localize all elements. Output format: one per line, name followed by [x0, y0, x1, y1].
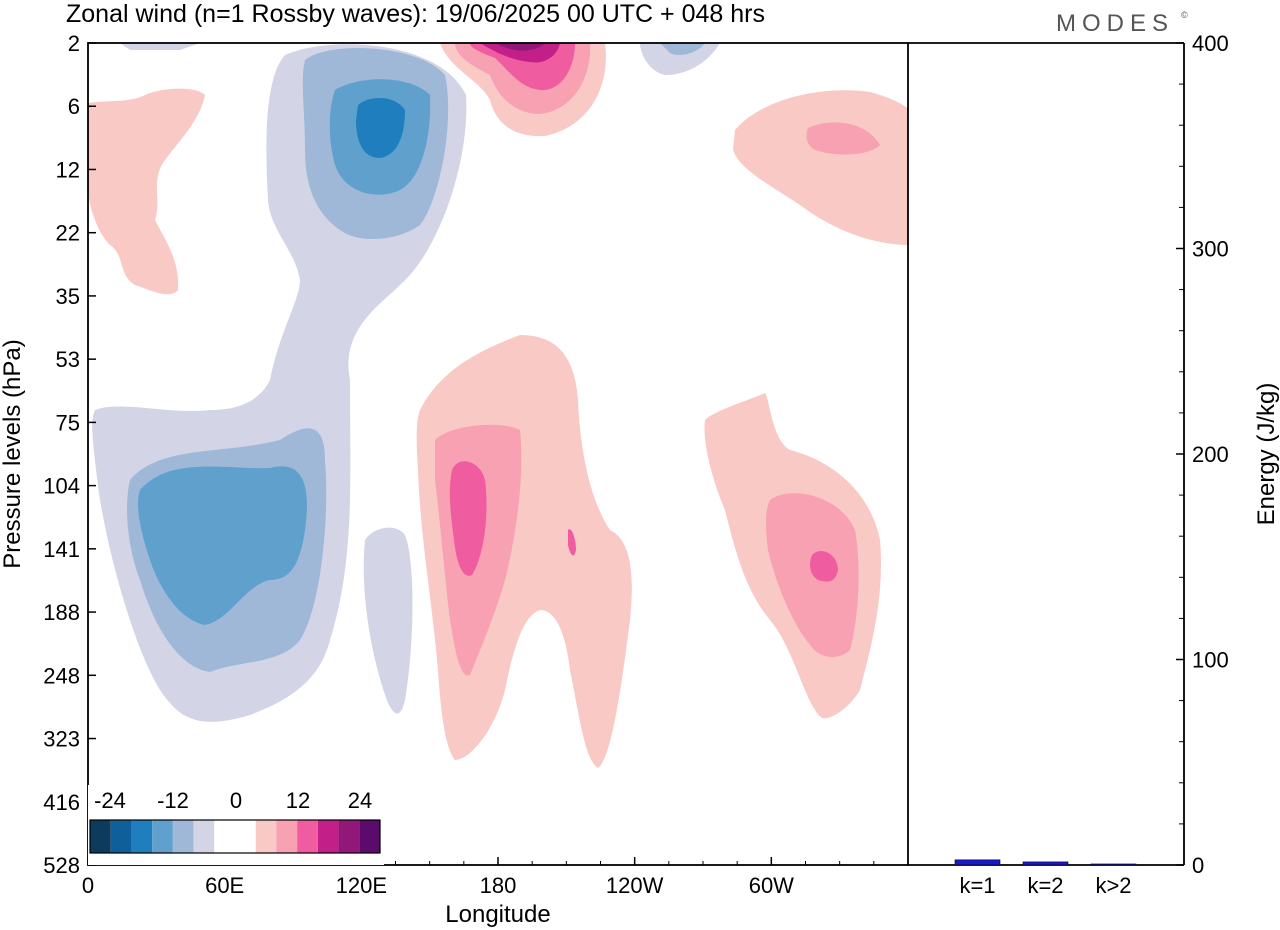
contour-fill-minus-6-top-right	[660, 43, 705, 55]
energy-bar-label: k=1	[959, 873, 995, 898]
y-axis: 2 6 12 22 35 53 75 104 141 188 248 323 416 528	[43, 31, 96, 878]
y-tick-label: 35	[56, 284, 80, 309]
positive-anomaly-upper-west	[88, 88, 205, 295]
y-tick-label: 248	[43, 663, 80, 688]
y-tick-label: 323	[43, 727, 80, 752]
modes-logo-mark: ©	[1181, 10, 1188, 20]
colorbar-swatch	[110, 820, 132, 853]
colorbar-swatch	[90, 820, 111, 853]
colorbar-swatch	[317, 820, 339, 853]
positive-anomaly-upper-east	[733, 90, 908, 245]
colorbar-swatch	[152, 820, 173, 853]
positive-anomaly-lower-east-pacific	[704, 393, 881, 719]
colorbar-swatch	[255, 820, 277, 853]
x-axis-label: Longitude	[445, 901, 550, 928]
y-tick-label: 104	[43, 474, 80, 499]
y-tick-label: 12	[56, 157, 80, 182]
energy-tick-label: 300	[1192, 237, 1229, 262]
contour-fill-plus-12-top	[480, 43, 560, 63]
contour-fill-plus-9-east	[810, 550, 838, 582]
x-axis: 0 60E 120E 180 120W 60W	[82, 857, 875, 898]
colorbar-label: -12	[157, 788, 189, 813]
energy-tick-label: 0	[1192, 853, 1204, 878]
contour-fill-minus-9-lower	[138, 466, 307, 625]
chart-title: Zonal wind (n=1 Rossby waves): 19/06/202…	[66, 0, 765, 28]
x-tick-label: 180	[480, 873, 517, 898]
energy-bar	[1022, 861, 1069, 866]
energy-bar-label: k=2	[1027, 873, 1063, 898]
colorbar-swatch	[214, 820, 235, 853]
energy-tick-label: 100	[1192, 648, 1229, 673]
energy-tick-label: 200	[1192, 442, 1229, 467]
y-tick-label: 528	[43, 853, 80, 878]
contour-fill-plus-6-upper-east	[806, 122, 880, 155]
colorbar-label: 0	[230, 788, 242, 813]
colorbar-legend: -24 -12 0 12 24	[88, 785, 384, 865]
colorbar-frame	[89, 819, 381, 854]
colorbar-swatch	[193, 820, 215, 853]
x-tick-label: 60E	[205, 873, 244, 898]
colorbar-swatch	[131, 820, 153, 853]
contour-fill-plus-15-top	[495, 43, 545, 51]
contour-fill-plus-3-upper-west	[88, 88, 205, 295]
y-tick-label: 53	[56, 347, 80, 372]
energy-bars: k=1 k=2 k>2	[954, 859, 1137, 898]
colorbar-swatch	[338, 820, 360, 853]
contour-fill-minus-12	[356, 98, 405, 158]
contour-fill-plus-9-lower	[449, 461, 487, 576]
x-tick-label: 60W	[749, 873, 794, 898]
modes-logo: MODES ©	[1056, 10, 1188, 37]
energy-tick-label: 400	[1192, 31, 1229, 56]
colorbar-swatch	[172, 820, 194, 853]
contour-fill-minus-3-small	[363, 527, 413, 714]
colorbar-swatch	[297, 820, 318, 853]
colorbar-label: 12	[286, 788, 310, 813]
positive-anomaly-top-dateline	[440, 43, 606, 137]
colorbar-swatch	[359, 820, 380, 853]
negative-anomaly-lower-west-pacific	[127, 43, 720, 714]
energy-bar-label: k>2	[1095, 873, 1131, 898]
energy-bar	[1090, 863, 1137, 866]
y-tick-label: 6	[68, 94, 80, 119]
x-tick-label: 120W	[606, 873, 664, 898]
x-tick-label: 120E	[336, 873, 387, 898]
y-tick-label: 416	[43, 790, 80, 815]
energy-bar	[954, 859, 1001, 866]
contour-field	[88, 43, 908, 865]
y-tick-label: 141	[43, 537, 80, 562]
energy-axis: 0 100 200 300 400	[1176, 31, 1229, 878]
positive-anomaly-lower-dateline	[416, 335, 632, 768]
y-tick-label: 75	[56, 410, 80, 435]
contour-fill-plus-6-east	[765, 493, 859, 657]
energy-axis-label: Energy (J/kg)	[1253, 383, 1280, 526]
colorbar-swatch	[235, 820, 256, 853]
contour-fill-plus-9-sliver	[568, 529, 576, 556]
colorbar-label: 24	[348, 788, 372, 813]
contour-fill-minus-3-top-right	[640, 43, 720, 75]
colorbar-label: -24	[94, 788, 126, 813]
y-tick-label: 2	[68, 31, 80, 56]
y-tick-label: 188	[43, 600, 80, 625]
modes-logo-text: MODES	[1056, 10, 1174, 37]
colorbar-swatch	[276, 820, 298, 853]
y-axis-label: Pressure levels (hPa)	[0, 339, 26, 568]
x-tick-label: 0	[82, 873, 94, 898]
y-tick-label: 22	[56, 221, 80, 246]
contour-fill-plus-3-upper-east	[733, 90, 908, 245]
